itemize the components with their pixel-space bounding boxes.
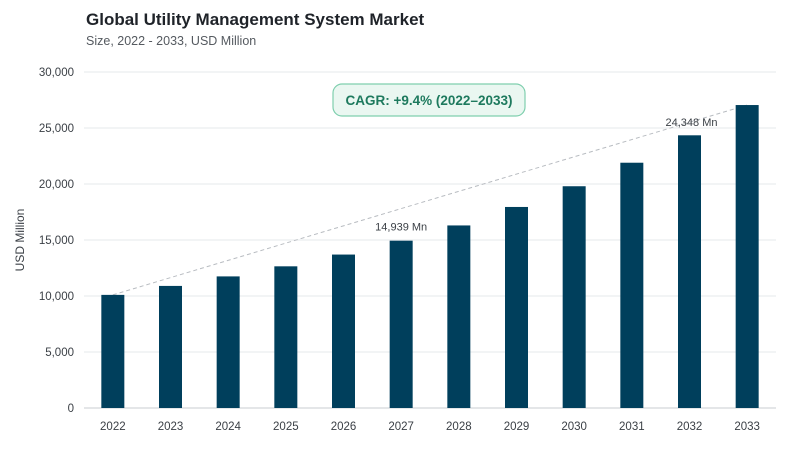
trend-line — [112, 104, 748, 296]
x-tick-label: 2027 — [388, 421, 414, 433]
x-tick-label: 2030 — [561, 421, 587, 433]
bar-2029 — [505, 206, 528, 408]
bar-2026 — [332, 254, 355, 408]
y-tick-label: 25,000 — [39, 123, 74, 135]
bar-2024 — [216, 276, 240, 408]
cagr-badge — [332, 83, 526, 117]
x-tick-label: 2023 — [158, 421, 184, 433]
y-tick-label: 20,000 — [39, 179, 74, 191]
x-tick-label: 2029 — [504, 421, 530, 433]
cagr-label: CAGR: +9.4% (2022–2033) — [346, 93, 513, 108]
chart-subtitle: Size, 2022 - 2033, USD Million — [86, 34, 257, 48]
data-label-2032: 24,348 Mn — [666, 117, 718, 129]
bar-2027 — [389, 240, 413, 408]
x-tick-label: 2031 — [619, 421, 645, 433]
x-tick-label: 2022 — [100, 421, 126, 433]
x-tick-label: 2024 — [215, 421, 241, 433]
x-tick-label: 2032 — [677, 421, 703, 433]
y-tick-label: 10,000 — [39, 291, 74, 303]
bar-2032 — [678, 135, 701, 408]
bar-2033 — [735, 105, 759, 408]
x-tick-label: 2026 — [331, 421, 357, 433]
bar-2023 — [159, 285, 182, 408]
bar-2028 — [447, 225, 471, 408]
bar-2022 — [101, 294, 125, 408]
y-tick-label: 30,000 — [39, 67, 74, 79]
x-axis-ticks: 2022 2023 2024 2025 2026 2027 2028 2029 2030 2031… — [100, 421, 760, 433]
y-tick-label: 15,000 — [39, 235, 74, 247]
y-axis-ticks: 0 5,000 10,000 15,000 20,000 25,000 30,000 — [39, 67, 74, 415]
y-axis-label: USD Million — [13, 209, 27, 272]
data-label-2027: 14,939 Mn — [375, 222, 427, 234]
x-tick-label: 2028 — [446, 421, 472, 433]
bars — [101, 105, 759, 408]
gridlines — [84, 71, 776, 409]
x-tick-label: 2025 — [273, 421, 299, 433]
bar-2031 — [620, 162, 644, 408]
y-tick-label: 0 — [68, 403, 74, 415]
x-tick-label: 2033 — [734, 421, 760, 433]
y-tick-label: 5,000 — [45, 347, 74, 359]
bar-2025 — [274, 266, 298, 408]
bar-2030 — [562, 186, 586, 408]
chart-title: Global Utility Management System Market — [86, 10, 425, 29]
